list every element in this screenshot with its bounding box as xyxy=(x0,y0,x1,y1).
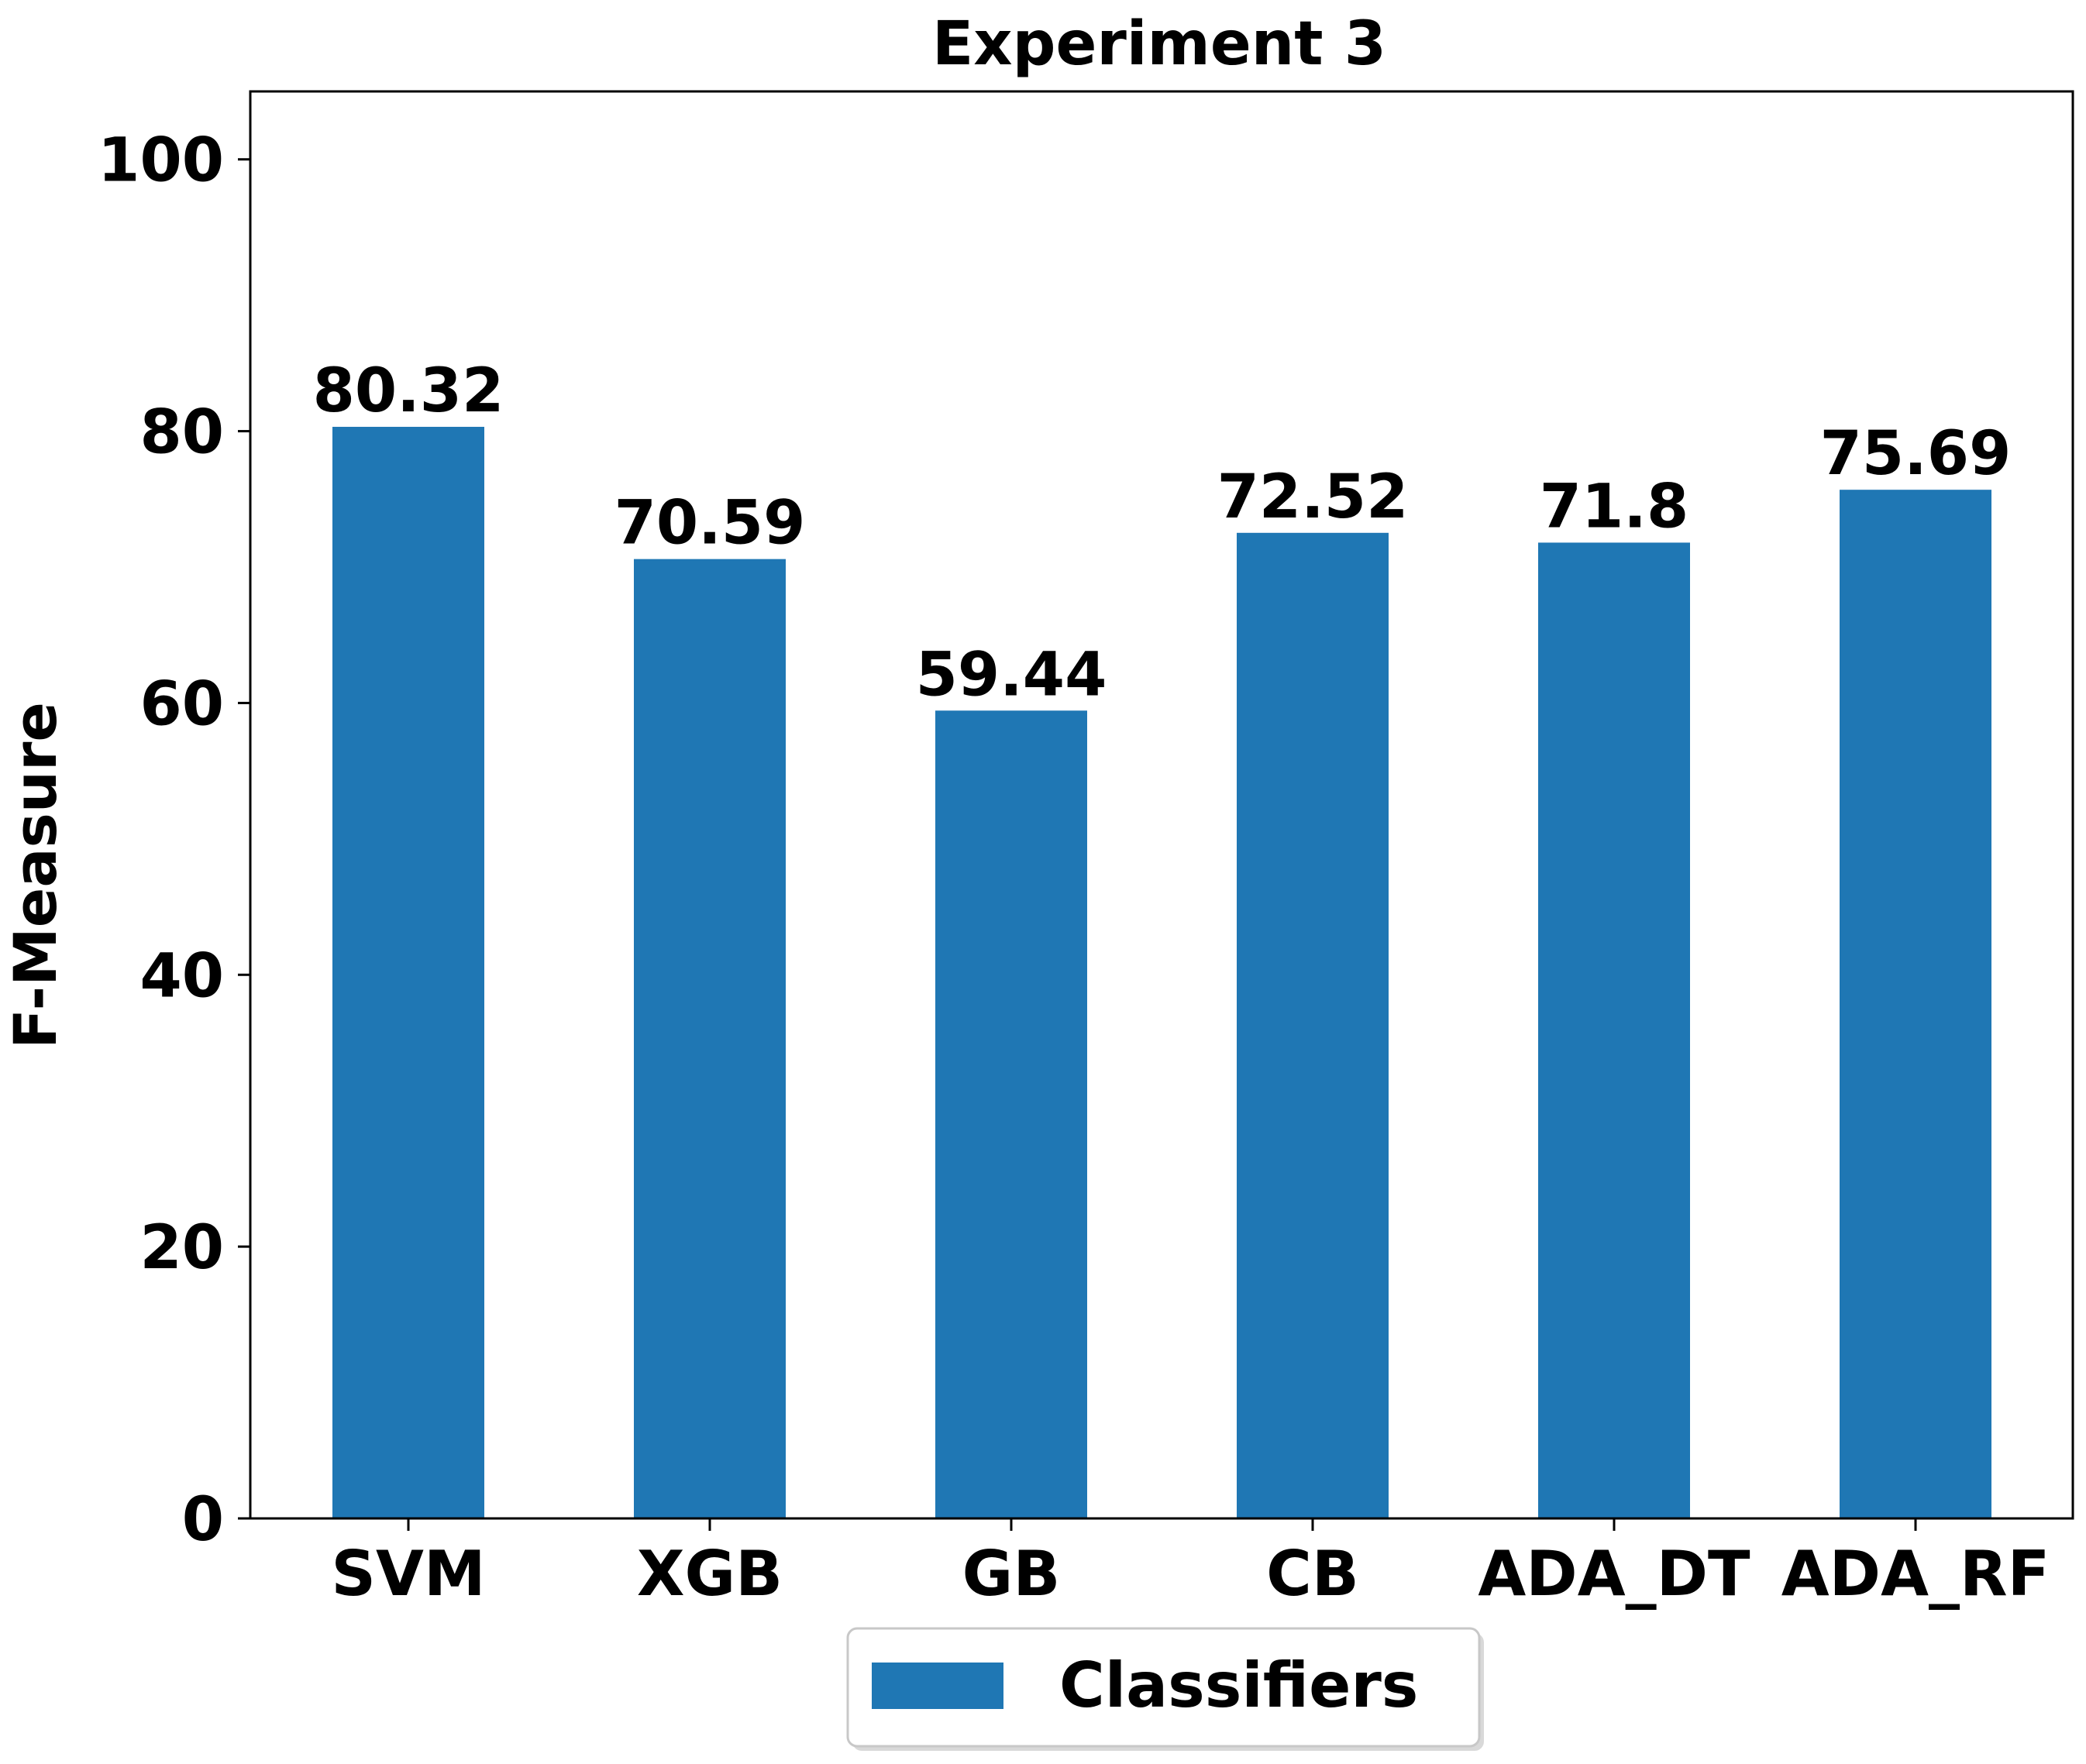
y-axis-ticks: 0 20 40 60 80 100 xyxy=(98,126,250,1555)
x-tick-label-xgb: XGB xyxy=(637,1538,783,1610)
bar-xgb xyxy=(634,559,786,1519)
value-label-gb: 59.44 xyxy=(916,640,1107,710)
y-tick-label-80: 80 xyxy=(139,398,224,468)
legend-box xyxy=(846,1627,1481,1748)
legend-swatch xyxy=(872,1663,1003,1709)
y-tick-label-40: 40 xyxy=(139,941,224,1011)
bar-svm xyxy=(332,426,484,1518)
plot-frame xyxy=(249,90,2074,1520)
y-tick-label-0: 0 xyxy=(182,1485,224,1555)
chart-title: Experiment 3 xyxy=(932,9,1386,79)
value-labels-layer: 80.32 70.59 59.44 72.52 71.8 75.69 xyxy=(313,356,2012,710)
value-label-cb: 72.52 xyxy=(1217,462,1409,532)
value-label-xgb: 70.59 xyxy=(614,489,806,559)
x-tick-label-ada-dt: ADA_DT xyxy=(1478,1538,1750,1610)
legend: Classifiers xyxy=(846,1627,1484,1751)
y-axis-label: F-Measure xyxy=(1,702,70,1049)
bar-ada-dt xyxy=(1538,542,1690,1518)
x-tick-label-gb: GB xyxy=(962,1538,1061,1610)
bar-gb xyxy=(935,710,1087,1518)
value-label-ada-rf: 75.69 xyxy=(1820,419,2012,489)
x-tick-label-cb: CB xyxy=(1266,1538,1359,1610)
x-tick-label-ada-rf: ADA_RF xyxy=(1781,1538,2050,1610)
x-axis-ticks: SVM XGB GB CB ADA_DT ADA_RF xyxy=(331,1518,2050,1610)
y-tick-label-60: 60 xyxy=(139,669,224,739)
x-tick-label-svm: SVM xyxy=(331,1538,485,1610)
bar-cb xyxy=(1237,532,1389,1518)
y-tick-label-100: 100 xyxy=(98,126,224,196)
legend-label: Classifiers xyxy=(1059,1649,1418,1721)
bars-layer xyxy=(332,426,1991,1519)
value-label-svm: 80.32 xyxy=(313,356,504,426)
value-label-ada-dt: 71.8 xyxy=(1540,472,1688,542)
y-tick-label-20: 20 xyxy=(139,1213,224,1283)
bar-ada-rf xyxy=(1840,490,1991,1518)
